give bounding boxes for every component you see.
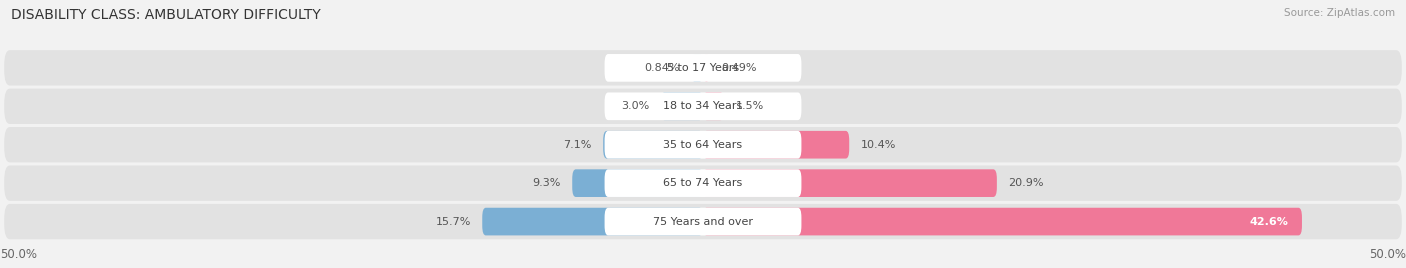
FancyBboxPatch shape: [482, 208, 703, 235]
FancyBboxPatch shape: [4, 127, 1402, 162]
FancyBboxPatch shape: [603, 131, 703, 159]
Text: 3.0%: 3.0%: [621, 101, 650, 111]
FancyBboxPatch shape: [4, 165, 1402, 201]
FancyBboxPatch shape: [703, 54, 710, 82]
Text: 0.49%: 0.49%: [721, 63, 756, 73]
Text: 1.5%: 1.5%: [735, 101, 763, 111]
Text: 9.3%: 9.3%: [533, 178, 561, 188]
Text: 15.7%: 15.7%: [436, 217, 471, 226]
Text: Source: ZipAtlas.com: Source: ZipAtlas.com: [1284, 8, 1395, 18]
FancyBboxPatch shape: [4, 50, 1402, 85]
Text: 75 Years and over: 75 Years and over: [652, 217, 754, 226]
Text: 5 to 17 Years: 5 to 17 Years: [666, 63, 740, 73]
Text: 7.1%: 7.1%: [564, 140, 592, 150]
Text: 42.6%: 42.6%: [1249, 217, 1288, 226]
Text: 20.9%: 20.9%: [1008, 178, 1043, 188]
Text: 35 to 64 Years: 35 to 64 Years: [664, 140, 742, 150]
Text: DISABILITY CLASS: AMBULATORY DIFFICULTY: DISABILITY CLASS: AMBULATORY DIFFICULTY: [11, 8, 321, 22]
FancyBboxPatch shape: [703, 208, 1302, 235]
FancyBboxPatch shape: [605, 54, 801, 82]
FancyBboxPatch shape: [703, 131, 849, 159]
FancyBboxPatch shape: [703, 169, 997, 197]
Text: 0.84%: 0.84%: [644, 63, 681, 73]
Text: 18 to 34 Years: 18 to 34 Years: [664, 101, 742, 111]
FancyBboxPatch shape: [572, 169, 703, 197]
Text: 65 to 74 Years: 65 to 74 Years: [664, 178, 742, 188]
FancyBboxPatch shape: [605, 131, 801, 159]
FancyBboxPatch shape: [703, 92, 724, 120]
FancyBboxPatch shape: [605, 92, 801, 120]
FancyBboxPatch shape: [4, 204, 1402, 239]
FancyBboxPatch shape: [661, 92, 703, 120]
FancyBboxPatch shape: [4, 89, 1402, 124]
FancyBboxPatch shape: [605, 208, 801, 235]
Text: 10.4%: 10.4%: [860, 140, 896, 150]
FancyBboxPatch shape: [692, 54, 703, 82]
FancyBboxPatch shape: [605, 169, 801, 197]
